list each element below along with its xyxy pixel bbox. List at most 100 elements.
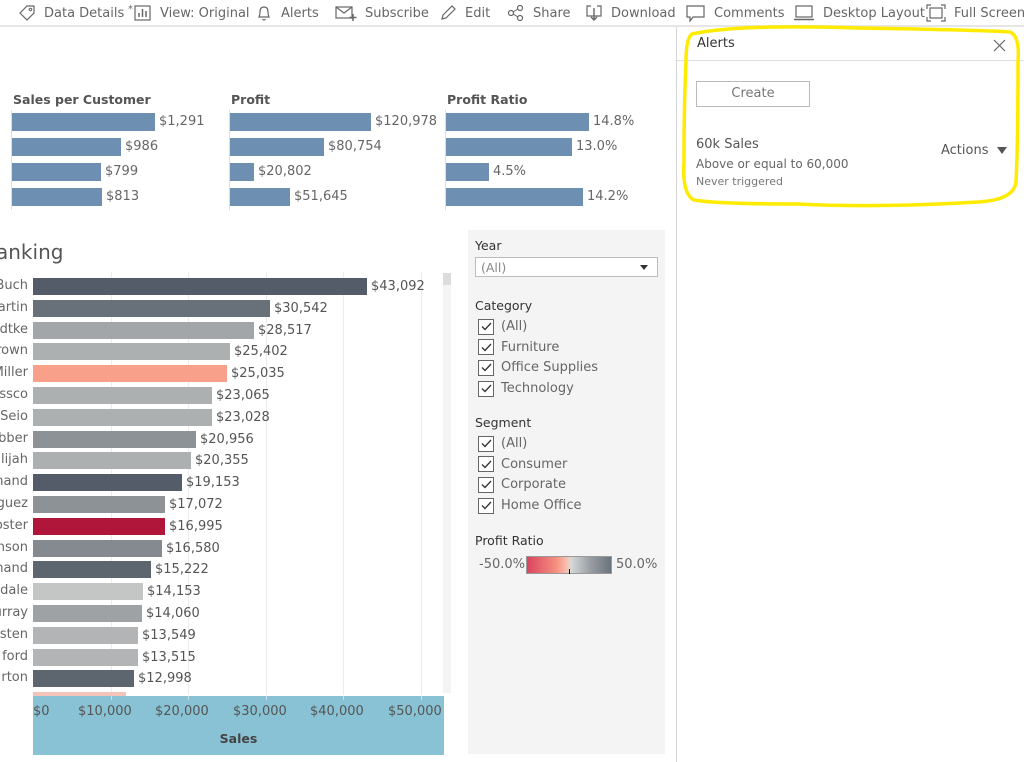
segment-option[interactable]: Home Office bbox=[478, 496, 581, 515]
profit-ratio-legend-title: Profit Ratio bbox=[475, 533, 544, 548]
bar[interactable] bbox=[33, 452, 191, 470]
checkmark-icon bbox=[481, 322, 491, 331]
bar[interactable] bbox=[33, 670, 134, 688]
mini-bar[interactable] bbox=[12, 188, 102, 206]
download-button[interactable]: Download bbox=[585, 0, 676, 26]
toolbar: Data Details * View: Original Alerts Sub… bbox=[0, 0, 1024, 27]
mini-bar[interactable] bbox=[230, 138, 324, 156]
bar[interactable] bbox=[33, 299, 270, 317]
segment-option[interactable]: (All) bbox=[478, 434, 527, 453]
comments-button[interactable]: Comments bbox=[686, 0, 784, 26]
subscribe-label: Subscribe bbox=[365, 5, 429, 21]
alerts-panel: Alerts Create 60k Sales Above or equal t… bbox=[677, 27, 1024, 762]
desktop-layout-button[interactable]: Desktop Layout bbox=[793, 0, 925, 26]
checkbox[interactable] bbox=[478, 497, 494, 514]
view-original-button[interactable]: * View: Original bbox=[128, 0, 250, 26]
mini-bar-value: $986 bbox=[125, 139, 159, 154]
mini-bar[interactable] bbox=[12, 113, 155, 131]
bar[interactable] bbox=[33, 343, 230, 361]
category-option[interactable]: (All) bbox=[478, 317, 527, 336]
edit-button[interactable]: Edit bbox=[439, 0, 490, 26]
bar-value-label: $16,580 bbox=[166, 540, 220, 556]
mini-bar[interactable] bbox=[446, 138, 572, 156]
category-option[interactable]: Office Supplies bbox=[478, 358, 598, 377]
bar[interactable] bbox=[33, 561, 151, 579]
bar[interactable] bbox=[33, 583, 143, 601]
checkbox[interactable] bbox=[478, 359, 494, 376]
comments-label: Comments bbox=[714, 5, 785, 21]
bar[interactable] bbox=[33, 321, 254, 339]
category-label: rown bbox=[0, 343, 28, 359]
scrollbar-thumb[interactable] bbox=[443, 273, 451, 285]
checkbox[interactable] bbox=[478, 435, 494, 452]
chevron-down-icon bbox=[640, 265, 648, 270]
category-label: Buch bbox=[0, 278, 28, 293]
checkbox[interactable] bbox=[478, 339, 494, 356]
tag-icon bbox=[19, 5, 35, 21]
checkmark-icon bbox=[481, 501, 491, 510]
mini-bar[interactable] bbox=[230, 163, 254, 181]
bar[interactable] bbox=[33, 365, 227, 383]
x-axis-label: Sales bbox=[219, 731, 258, 746]
checkbox[interactable] bbox=[478, 318, 494, 335]
bar[interactable] bbox=[33, 605, 142, 622]
checkbox[interactable] bbox=[478, 380, 494, 397]
bar[interactable] bbox=[33, 408, 212, 426]
category-label: ford bbox=[2, 648, 28, 664]
bar[interactable] bbox=[33, 496, 165, 513]
share-button[interactable]: Share bbox=[507, 0, 571, 26]
segment-option[interactable]: Consumer bbox=[478, 455, 567, 474]
mini-bar-value: 14.2% bbox=[587, 189, 629, 204]
alert-actions-menu[interactable]: Actions bbox=[941, 143, 1007, 158]
laptop-icon bbox=[794, 5, 814, 21]
checkmark-icon bbox=[481, 460, 491, 469]
segment-filter-title: Segment bbox=[475, 415, 532, 430]
alerts-panel-title: Alerts bbox=[697, 36, 735, 51]
bar-value-label: $23,028 bbox=[216, 409, 270, 425]
bar[interactable] bbox=[33, 539, 162, 557]
category-option[interactable]: Technology bbox=[478, 379, 574, 398]
alerts-button[interactable]: Alerts bbox=[255, 0, 319, 26]
bar[interactable] bbox=[33, 278, 367, 295]
x-tick-mark bbox=[111, 696, 112, 700]
ranking-scrollbar[interactable] bbox=[443, 273, 451, 693]
category-label: hand bbox=[0, 474, 28, 490]
subscribe-button[interactable]: Subscribe bbox=[335, 0, 429, 26]
bar-value-label: $19,153 bbox=[186, 475, 240, 491]
mini-bar-value: $1,291 bbox=[159, 114, 205, 129]
partial-bar[interactable] bbox=[33, 692, 126, 696]
segment-option[interactable]: Corporate bbox=[478, 475, 566, 494]
bar-value-label: $12,998 bbox=[138, 671, 192, 687]
mini-bar[interactable] bbox=[230, 188, 290, 206]
year-dropdown[interactable]: (All) bbox=[475, 257, 658, 277]
category-label: dtke bbox=[0, 321, 28, 337]
mini-bar[interactable] bbox=[12, 163, 101, 181]
mini-bar[interactable] bbox=[446, 188, 583, 206]
bar[interactable] bbox=[33, 517, 165, 535]
bar[interactable] bbox=[33, 626, 138, 644]
x-tick-mark bbox=[266, 696, 267, 700]
checkbox[interactable] bbox=[478, 456, 494, 473]
mini-bar[interactable] bbox=[446, 163, 489, 181]
desktop-layout-label: Desktop Layout bbox=[823, 5, 925, 21]
mini-bar-value: 4.5% bbox=[493, 164, 527, 179]
close-button[interactable] bbox=[993, 37, 1006, 56]
bar[interactable] bbox=[33, 474, 182, 492]
bar-value-label: $28,517 bbox=[258, 322, 312, 338]
full-screen-button[interactable]: Full Screen bbox=[926, 0, 1024, 26]
checkbox[interactable] bbox=[478, 476, 494, 493]
data-details-button[interactable]: Data Details bbox=[18, 0, 124, 26]
bar[interactable] bbox=[33, 648, 138, 666]
bar-value-label: $23,065 bbox=[216, 388, 270, 403]
bar[interactable] bbox=[33, 430, 196, 448]
bar[interactable] bbox=[33, 387, 212, 404]
mini-bar-value: $20,802 bbox=[258, 164, 312, 179]
share-label: Share bbox=[533, 5, 571, 21]
mini-bar[interactable] bbox=[230, 113, 371, 131]
legend-zero-marker bbox=[569, 569, 570, 574]
mini-bar[interactable] bbox=[12, 138, 121, 156]
mini-bar[interactable] bbox=[446, 113, 589, 131]
create-alert-button[interactable]: Create bbox=[696, 81, 810, 107]
category-option[interactable]: Furniture bbox=[478, 338, 559, 357]
category-label: hand bbox=[0, 561, 28, 577]
